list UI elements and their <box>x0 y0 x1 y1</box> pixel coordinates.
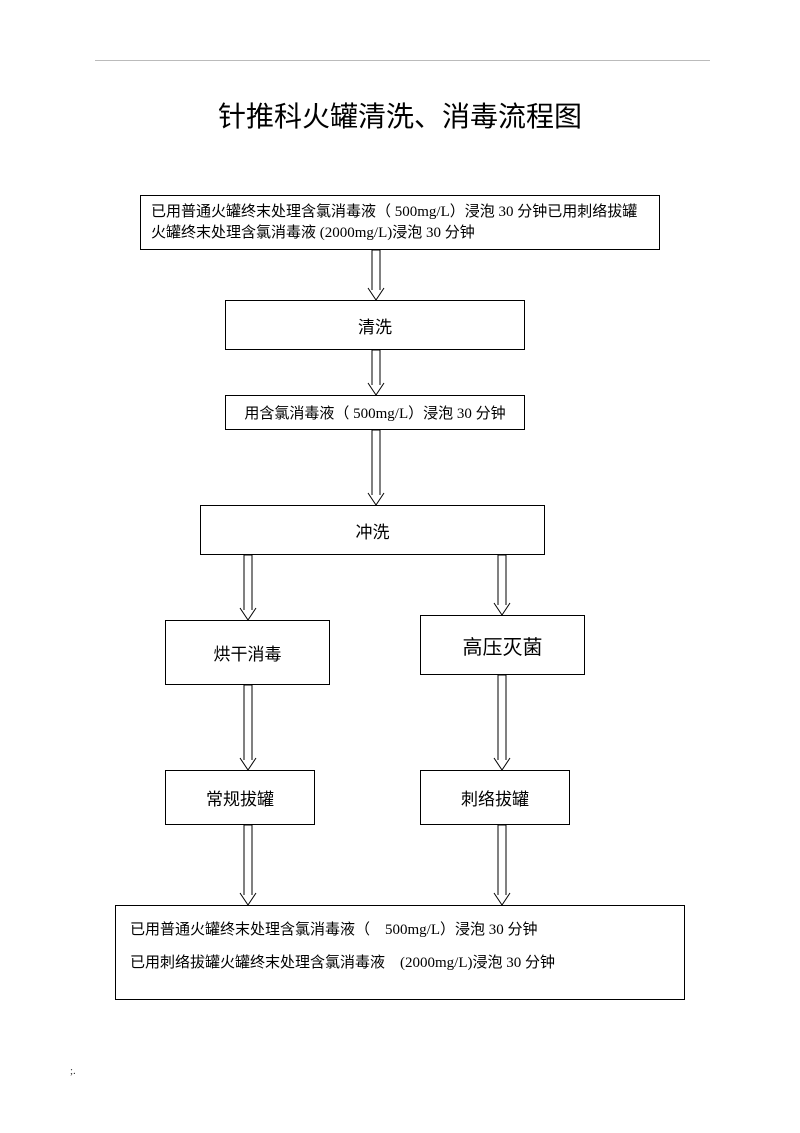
arrow-4-br1 <box>494 555 510 615</box>
footnote: ;. <box>70 1065 76 1077</box>
arrow-1-2 <box>368 250 384 300</box>
bl2-text: 常规拔罐 <box>206 785 274 810</box>
flow-node-step3: 用含氯消毒液（ 500mg/L）浸泡 30 分钟 <box>225 395 525 430</box>
step4-text: 冲洗 <box>356 518 390 543</box>
flow-node-step2: 清洗 <box>225 300 525 350</box>
page-title: 针推科火罐清洗、消毒流程图 <box>0 95 800 135</box>
flow-node-branch-right-1: 高压灭菌 <box>420 615 585 675</box>
br1-text: 高压灭菌 <box>463 631 543 660</box>
header-rule <box>95 60 710 61</box>
arrow-bl1-bl2 <box>240 685 256 770</box>
arrow-3-4 <box>368 430 384 505</box>
step2-text: 清洗 <box>358 313 392 338</box>
step1-text: 已用普通火罐终末处理含氯消毒液（ 500mg/L）浸泡 30 分钟已用刺络拔罐火… <box>151 204 637 241</box>
flow-node-branch-right-2: 刺络拔罐 <box>420 770 570 825</box>
flow-node-step4: 冲洗 <box>200 505 545 555</box>
final-line1: 已用普通火罐终末处理含氯消毒液（ 500mg/L）浸泡 30 分钟 <box>130 914 670 947</box>
arrow-4-bl1 <box>240 555 256 620</box>
arrow-br2-final <box>494 825 510 905</box>
flow-node-final: 已用普通火罐终末处理含氯消毒液（ 500mg/L）浸泡 30 分钟 已用刺络拔罐… <box>115 905 685 1000</box>
final-line2: 已用刺络拔罐火罐终末处理含氯消毒液 (2000mg/L)浸泡 30 分钟 <box>130 947 670 980</box>
flow-node-step1: 已用普通火罐终末处理含氯消毒液（ 500mg/L）浸泡 30 分钟已用刺络拔罐火… <box>140 195 660 250</box>
arrow-2-3 <box>368 350 384 395</box>
step3-text: 用含氯消毒液（ 500mg/L）浸泡 30 分钟 <box>244 402 505 423</box>
page: 针推科火罐清洗、消毒流程图 已用普通火罐终末处理含氯消毒液（ 500mg/L）浸… <box>0 0 800 1133</box>
flow-node-branch-left-1: 烘干消毒 <box>165 620 330 685</box>
br2-text: 刺络拔罐 <box>461 785 529 810</box>
flow-node-branch-left-2: 常规拔罐 <box>165 770 315 825</box>
bl1-text: 烘干消毒 <box>214 640 282 665</box>
arrow-br1-br2 <box>494 675 510 770</box>
arrow-bl2-final <box>240 825 256 905</box>
